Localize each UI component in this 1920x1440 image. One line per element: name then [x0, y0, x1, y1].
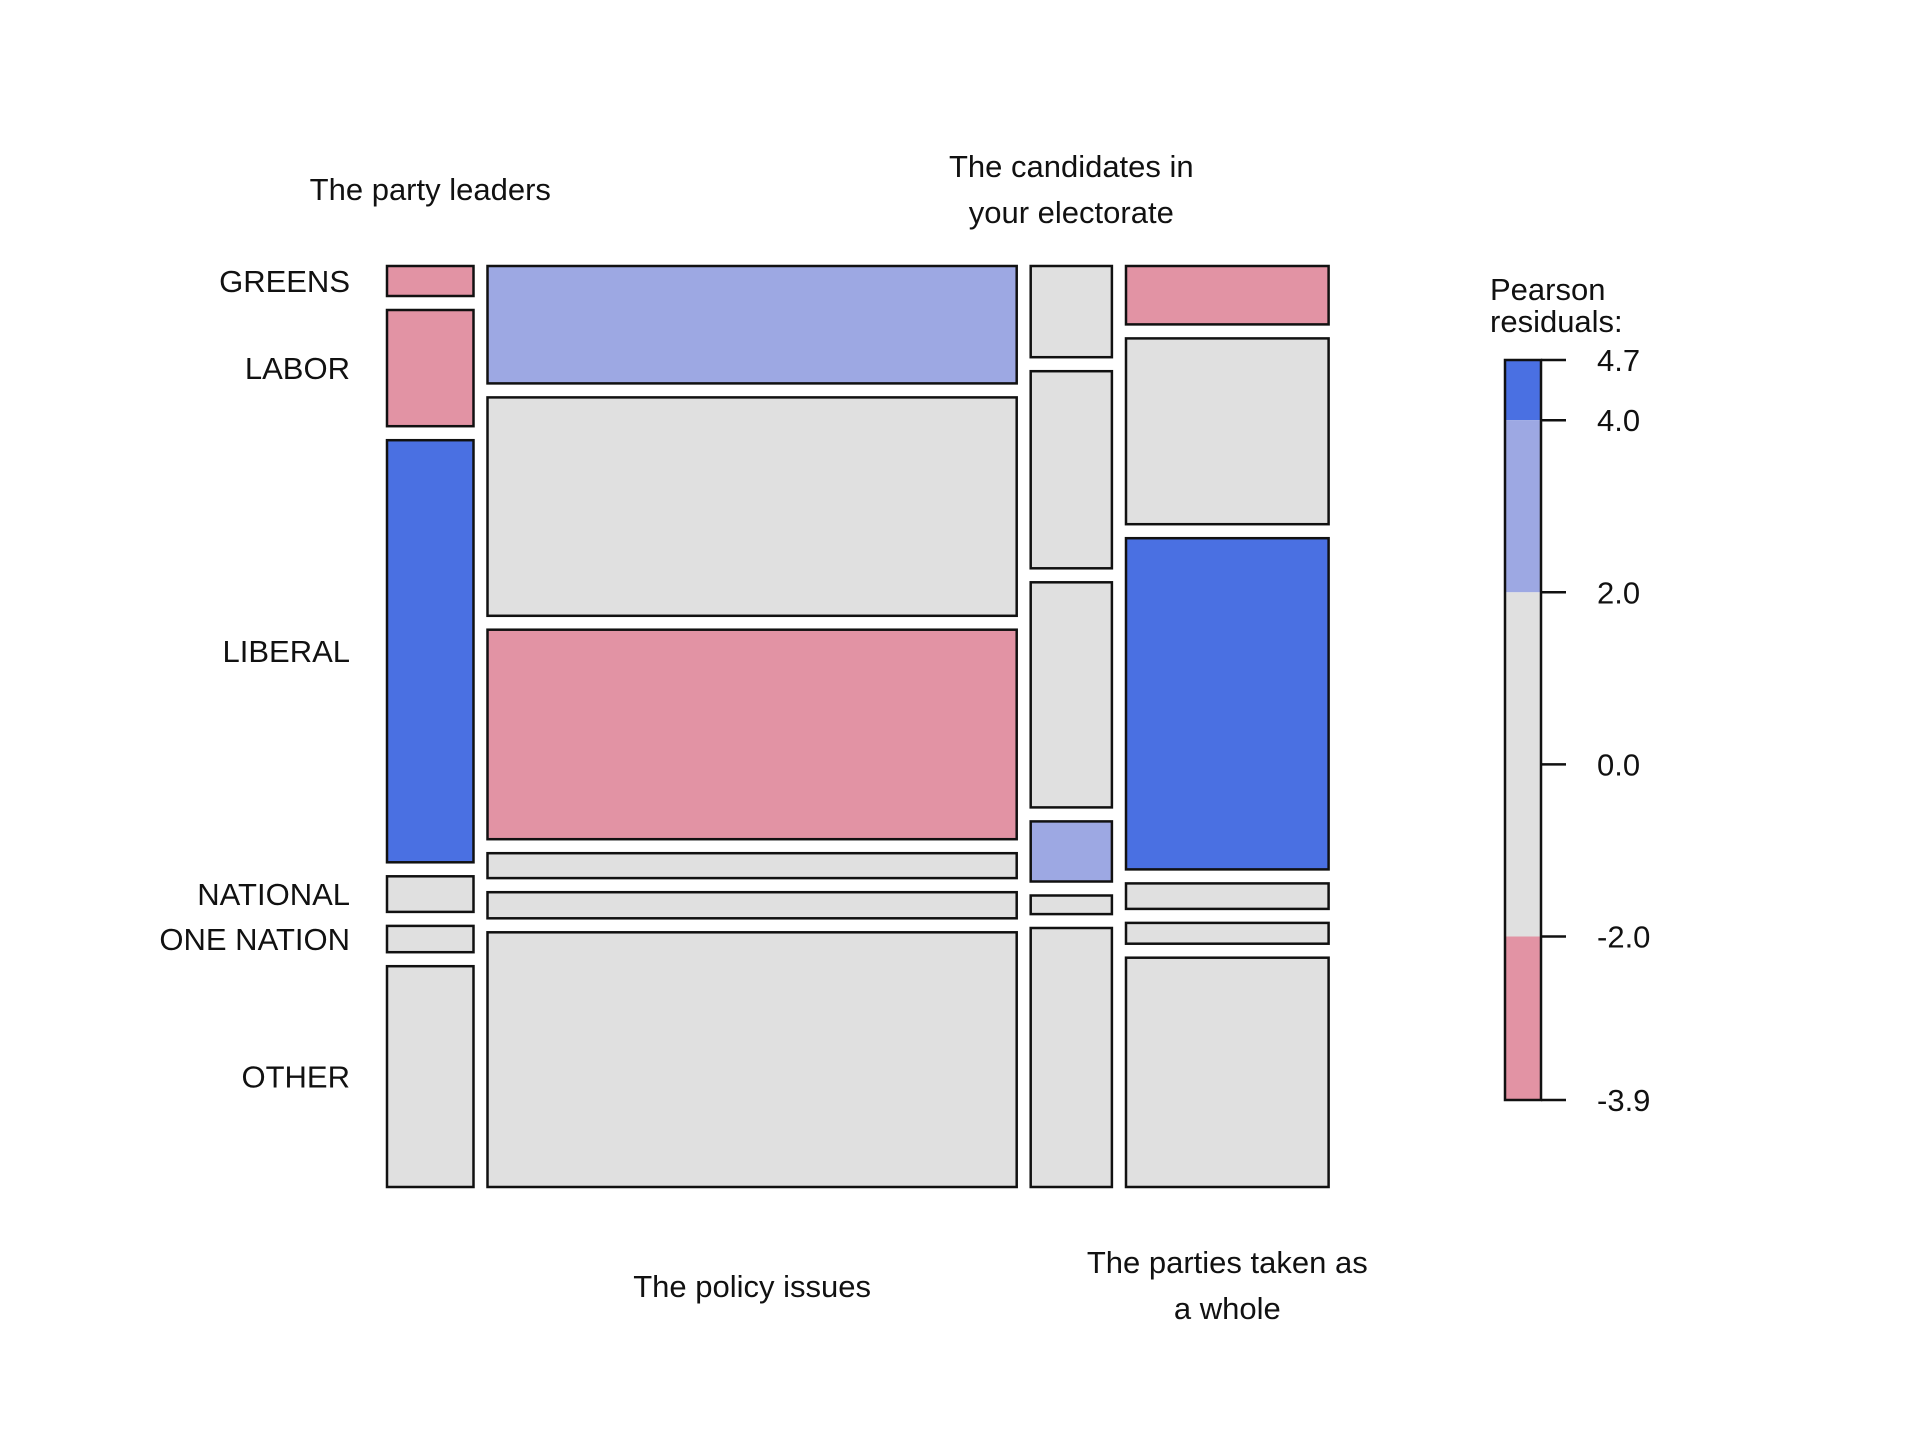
- cell-the-candidates-in-your-electorate-greens: [1029, 264, 1114, 359]
- cell-the-policy-issues-one-nation: [486, 890, 1018, 920]
- column-label-1-line-1: The party leaders: [310, 172, 551, 207]
- row-label-other: OTHER: [242, 1060, 351, 1095]
- cell-the-party-leaders-labor: [385, 308, 475, 428]
- cell-the-policy-issues-greens: [486, 264, 1018, 385]
- cell-the-parties-taken-as-a-whole-national: [1124, 882, 1330, 911]
- legend-color-bar: [1503, 358, 1543, 1102]
- legend-tick-label: 4.7: [1597, 343, 1640, 378]
- cell-the-party-leaders-one-nation: [385, 924, 475, 954]
- row-label-greens: GREENS: [219, 264, 350, 299]
- cell-the-policy-issues-liberal: [486, 628, 1018, 841]
- row-label-one-nation: ONE NATION: [159, 922, 350, 957]
- column-label-3-line-1: The candidates in: [949, 149, 1194, 184]
- cell-the-parties-taken-as-a-whole-greens: [1124, 264, 1330, 326]
- legend-title-line-2: residuals:: [1490, 304, 1623, 339]
- cell-the-policy-issues-national: [486, 851, 1018, 880]
- row-label-labor: LABOR: [245, 351, 350, 386]
- legend-title-line-1: Pearson: [1490, 272, 1605, 307]
- cell-the-candidates-in-your-electorate-national: [1029, 820, 1114, 883]
- cell-the-parties-taken-as-a-whole-labor: [1124, 337, 1330, 526]
- cell-the-parties-taken-as-a-whole-other: [1124, 956, 1330, 1189]
- legend-tick-label: 2.0: [1597, 575, 1640, 610]
- column-label-4-line-2: a whole: [1174, 1291, 1281, 1326]
- cell-the-parties-taken-as-a-whole-one-nation: [1124, 921, 1330, 945]
- column-label-2-line-1: The policy issues: [633, 1269, 871, 1304]
- cell-the-candidates-in-your-electorate-one-nation: [1029, 894, 1114, 916]
- cell-the-policy-issues-labor: [486, 396, 1018, 618]
- legend-tick-label: -3.9: [1597, 1083, 1650, 1118]
- column-label-3-line-2: your electorate: [969, 195, 1174, 230]
- legend-tick-label: 0.0: [1597, 747, 1640, 782]
- legend-band-2: [1505, 420, 1541, 593]
- cell-the-party-leaders-liberal: [385, 438, 475, 864]
- cell-the-party-leaders-greens: [385, 264, 475, 298]
- legend-band-4: [1505, 936, 1541, 1100]
- legend-frame: [1503, 358, 1543, 1102]
- row-label-liberal: LIBERAL: [222, 634, 350, 669]
- legend-tick-label: -2.0: [1597, 920, 1650, 955]
- legend-tick-label: 4.0: [1597, 403, 1640, 438]
- mosaic-cells: [385, 264, 1330, 1189]
- row-labels: GREENS LABOR LIBERAL NATIONAL ONE NATION OTHE…: [159, 264, 350, 1095]
- legend-ticks: 4.7 4.0 2.0 0.0 -2.0 -3.9: [1541, 343, 1650, 1118]
- cell-the-candidates-in-your-electorate-liberal: [1029, 581, 1114, 809]
- cell-the-party-leaders-other: [385, 964, 475, 1189]
- cell-the-policy-issues-other: [486, 931, 1018, 1189]
- cell-the-candidates-in-your-electorate-labor: [1029, 369, 1114, 570]
- legend-band-3: [1505, 592, 1541, 937]
- cell-the-candidates-in-your-electorate-other: [1029, 926, 1114, 1189]
- column-label-4-line-1: The parties taken as: [1087, 1245, 1368, 1280]
- column-labels: The party leaders The policy issues The ca…: [310, 149, 1368, 1326]
- legend-band-1: [1505, 360, 1541, 421]
- cell-the-parties-taken-as-a-whole-liberal: [1124, 536, 1330, 871]
- row-label-national: NATIONAL: [197, 877, 350, 912]
- cell-the-party-leaders-national: [385, 875, 475, 914]
